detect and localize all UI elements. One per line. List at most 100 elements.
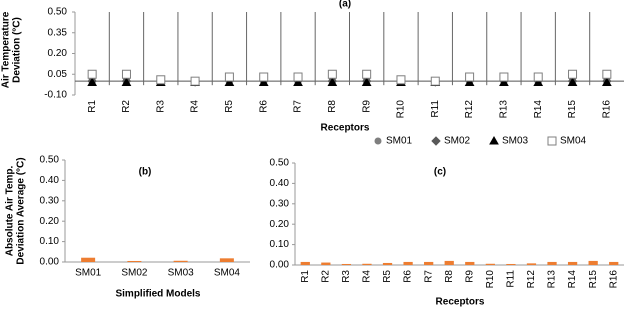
y-axis-label: Deviation (°C) [12, 17, 23, 83]
y-tick-label: 0.10 [270, 239, 290, 250]
x-tick-label: R1 [300, 270, 311, 283]
marker [327, 69, 337, 79]
marker [489, 135, 499, 145]
x-tick-label: R4 [190, 100, 201, 113]
y-tick-label: -0.10 [44, 90, 67, 101]
legend-label: SM02 [444, 136, 471, 147]
y-tick-label: 0.20 [40, 216, 60, 227]
y-axis-label: Absolute Air Temp. [5, 165, 16, 256]
marker [190, 76, 200, 86]
x-tick-label: R9 [464, 270, 475, 283]
marker [533, 72, 543, 82]
chart-title: (a) [339, 0, 351, 10]
bar [506, 263, 516, 265]
marker [259, 72, 269, 82]
marker [374, 137, 382, 145]
marker [156, 75, 166, 85]
marker [465, 72, 475, 82]
x-tick-label: R3 [155, 100, 166, 113]
y-tick-label: 0.50 [270, 158, 290, 169]
marker [121, 77, 132, 87]
y-tick-label: 0.20 [48, 48, 68, 59]
bar [362, 263, 372, 265]
y-tick-label: 0.50 [48, 7, 68, 18]
x-tick-label: R6 [403, 270, 414, 283]
x-tick-label: SM04 [214, 268, 241, 279]
x-tick-label: R11 [506, 270, 517, 288]
marker [121, 69, 131, 79]
y-tick-label: 0.30 [40, 195, 60, 206]
chart-title: (b) [139, 167, 152, 178]
bar [465, 261, 475, 265]
x-tick-label: R7 [293, 100, 304, 113]
x-axis-label: Receptors [436, 297, 485, 308]
bar [341, 263, 352, 265]
marker [547, 136, 557, 146]
y-tick-label: 0.40 [40, 175, 60, 186]
x-tick-label: SM01 [75, 268, 102, 279]
bar [567, 261, 578, 265]
marker [87, 77, 98, 87]
bar [219, 258, 234, 262]
x-tick-label: R9 [361, 100, 372, 113]
marker [361, 77, 372, 87]
marker [430, 76, 440, 86]
bar [403, 261, 413, 265]
y-tick-label: 0.30 [270, 198, 290, 209]
x-tick-label: R2 [121, 100, 132, 113]
x-tick-label: R5 [382, 270, 393, 283]
y-tick-label: 0.05 [48, 69, 68, 80]
x-tick-label: R8 [327, 100, 338, 113]
y-tick-label: 0.35 [48, 27, 68, 38]
bar [382, 262, 393, 265]
x-axis-label: Receptors [321, 123, 370, 134]
y-axis-label: Air Temperature [1, 11, 12, 88]
marker [396, 75, 406, 85]
marker [258, 77, 269, 87]
x-tick-label: R1 [87, 100, 98, 113]
marker [327, 77, 338, 87]
x-tick-label: SM03 [168, 268, 195, 279]
x-tick-label: R10 [485, 270, 496, 289]
marker [224, 77, 235, 87]
legend-label: SM03 [502, 136, 529, 147]
marker [533, 77, 544, 87]
legend-label: SM01 [386, 136, 413, 147]
marker [499, 77, 509, 87]
bar [81, 257, 96, 262]
marker [601, 77, 612, 87]
marker [293, 72, 303, 82]
legend-label: SM04 [560, 136, 587, 147]
y-tick-label: 0.50 [40, 155, 60, 166]
x-tick-label: R5 [224, 100, 235, 113]
y-tick-label: 0.10 [40, 236, 60, 247]
marker [602, 69, 612, 79]
bar [321, 262, 331, 265]
marker [464, 77, 475, 87]
x-tick-label: R7 [423, 270, 434, 283]
x-tick-label: R6 [258, 100, 269, 113]
bar [526, 263, 537, 265]
x-tick-label: R3 [341, 270, 352, 283]
x-tick-label: R13 [499, 100, 510, 119]
y-tick-label: 0.20 [270, 219, 290, 230]
bar [609, 261, 619, 265]
x-tick-label: R16 [601, 100, 612, 119]
marker [87, 69, 97, 79]
y-tick-label: 0.40 [270, 178, 290, 189]
marker [362, 69, 372, 79]
bar [173, 260, 188, 262]
marker [224, 72, 234, 82]
y-tick-label: 0.00 [270, 260, 290, 271]
marker [568, 69, 578, 79]
bar [444, 260, 454, 265]
x-tick-label: R14 [567, 270, 578, 289]
x-tick-label: R14 [533, 100, 544, 119]
marker [567, 77, 578, 87]
bar [547, 261, 557, 265]
x-tick-label: R10 [396, 100, 407, 119]
bar [588, 260, 598, 265]
bar [485, 263, 495, 265]
y-tick-label: 0.00 [40, 257, 60, 268]
